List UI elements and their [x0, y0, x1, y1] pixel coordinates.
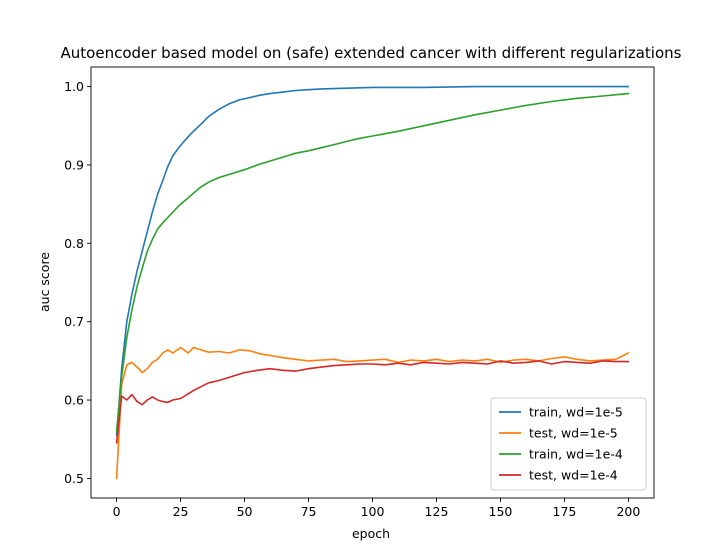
series-line-3 [115, 92, 630, 433]
legend-box [490, 397, 647, 491]
legend-label-1: train, wd=1e-5 [529, 405, 623, 420]
x-tick-label: 125 [425, 504, 449, 519]
series-line-2 [115, 346, 630, 480]
chart-title: Autoencoder based model on (safe) extend… [61, 44, 682, 62]
y-tick-label: 0.8 [64, 236, 84, 251]
x-tick-label: 150 [489, 504, 513, 519]
x-axis-label: epoch [352, 526, 390, 541]
y-tick-label: 0.7 [64, 314, 84, 329]
x-tick-label: 50 [237, 504, 253, 519]
legend: train, wd=1e-5 test, wd=1e-5 train, wd=1e-… [490, 397, 647, 491]
y-tick-label: 0.6 [64, 393, 84, 408]
y-axis-label: auc score [37, 252, 52, 312]
y-tick-label: 0.5 [64, 471, 84, 486]
x-tick-label: 175 [553, 504, 577, 519]
series-line-4 [115, 360, 630, 444]
x-tick-label: 0 [113, 504, 121, 519]
legend-label-3: train, wd=1e-4 [529, 447, 623, 462]
x-tick-label: 75 [301, 504, 317, 519]
x-tick-label: 200 [616, 504, 640, 519]
x-tick-label: 25 [173, 504, 189, 519]
plot-area: 0 25 50 75 100 125 150 175 200 0.5 0.6 0.7 0.8 0.9 1.0 [64, 66, 655, 519]
x-tick-label: 100 [361, 504, 385, 519]
y-tick-label: 1.0 [64, 79, 84, 94]
y-tick-label: 0.9 [64, 157, 84, 172]
series-line-1 [115, 85, 630, 437]
legend-label-4: test, wd=1e-4 [529, 468, 618, 483]
legend-label-2: test, wd=1e-5 [529, 426, 618, 441]
